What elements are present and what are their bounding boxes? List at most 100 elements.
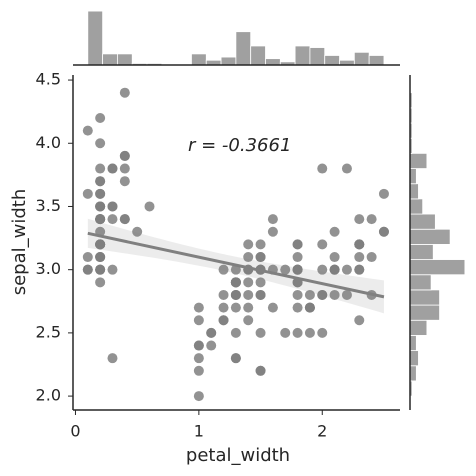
hist-bar xyxy=(409,259,466,276)
point xyxy=(82,264,93,275)
point xyxy=(193,365,204,376)
point xyxy=(243,239,254,250)
point xyxy=(95,188,106,199)
hist-bar xyxy=(409,198,424,215)
hist-bar xyxy=(409,350,419,367)
point xyxy=(317,163,328,174)
hist-bar xyxy=(409,304,440,321)
point xyxy=(95,176,106,187)
hist-bar xyxy=(294,45,311,66)
point xyxy=(107,163,118,174)
point xyxy=(341,264,352,275)
point xyxy=(95,252,106,263)
hist-bar xyxy=(409,319,428,336)
hist-bar xyxy=(409,243,434,260)
point xyxy=(107,201,118,212)
point xyxy=(341,163,352,174)
point xyxy=(366,214,377,225)
point xyxy=(292,302,303,313)
x-tick-label: 2 xyxy=(317,422,327,441)
y-tick-label: 3.5 xyxy=(36,196,61,215)
hist-bar xyxy=(250,45,266,66)
point xyxy=(243,277,254,288)
point xyxy=(107,264,118,275)
point xyxy=(230,302,241,313)
point xyxy=(230,327,241,338)
point xyxy=(255,365,266,376)
hist-bar xyxy=(368,55,385,66)
point xyxy=(255,252,266,263)
point xyxy=(193,340,204,351)
point xyxy=(354,239,365,250)
point xyxy=(329,264,340,275)
hist-bar xyxy=(409,213,436,230)
point xyxy=(366,252,377,263)
point xyxy=(206,340,217,351)
point xyxy=(218,264,229,275)
point xyxy=(193,302,204,313)
point xyxy=(82,125,93,136)
x-axis-label: petal_width xyxy=(186,445,290,466)
point xyxy=(107,353,118,364)
point xyxy=(193,391,204,402)
point xyxy=(329,252,340,263)
point xyxy=(230,353,241,364)
hist-bar xyxy=(309,47,326,66)
point xyxy=(230,289,241,300)
point xyxy=(304,302,315,313)
hist-bar xyxy=(409,289,440,306)
point xyxy=(317,239,328,250)
point xyxy=(95,163,106,174)
point xyxy=(95,277,106,288)
hist-bar xyxy=(353,51,370,66)
point xyxy=(317,289,328,300)
hist-bar xyxy=(102,53,118,66)
point xyxy=(230,277,241,288)
point xyxy=(243,252,254,263)
point xyxy=(95,112,106,123)
point xyxy=(292,264,303,275)
y-tick-label: 2.0 xyxy=(36,386,61,405)
point xyxy=(119,176,130,187)
y-tick-label: 3.0 xyxy=(36,259,61,278)
hist-bar xyxy=(191,53,207,66)
hist-bar xyxy=(220,56,237,66)
point xyxy=(329,289,340,300)
point xyxy=(230,264,241,275)
point xyxy=(292,327,303,338)
point xyxy=(119,214,130,225)
point xyxy=(132,226,143,237)
point xyxy=(267,214,278,225)
y-tick-label: 4.5 xyxy=(36,70,61,89)
point xyxy=(255,327,266,338)
hist-bar xyxy=(409,365,417,382)
point xyxy=(354,264,365,275)
point xyxy=(280,327,291,338)
point xyxy=(280,264,291,275)
point xyxy=(119,163,130,174)
point xyxy=(193,353,204,364)
point xyxy=(119,87,130,98)
point xyxy=(243,302,254,313)
y-tick-label: 2.5 xyxy=(36,322,61,341)
point xyxy=(193,315,204,326)
point xyxy=(255,239,266,250)
y-axis-label: sepal_width xyxy=(9,189,30,296)
hist-bar xyxy=(409,274,432,291)
regression-line xyxy=(87,231,385,299)
point xyxy=(119,150,130,161)
point xyxy=(218,302,229,313)
hist-bar xyxy=(409,183,419,200)
hist-bar xyxy=(409,335,417,351)
point xyxy=(218,315,229,326)
point xyxy=(267,226,278,237)
point xyxy=(378,188,389,199)
annotation: r = -0.3661 xyxy=(188,135,291,156)
point xyxy=(82,252,93,263)
point xyxy=(243,315,254,326)
point xyxy=(95,239,106,250)
point xyxy=(107,214,118,225)
hist-bar xyxy=(409,168,417,185)
y-tick-label: 4.0 xyxy=(36,133,61,152)
